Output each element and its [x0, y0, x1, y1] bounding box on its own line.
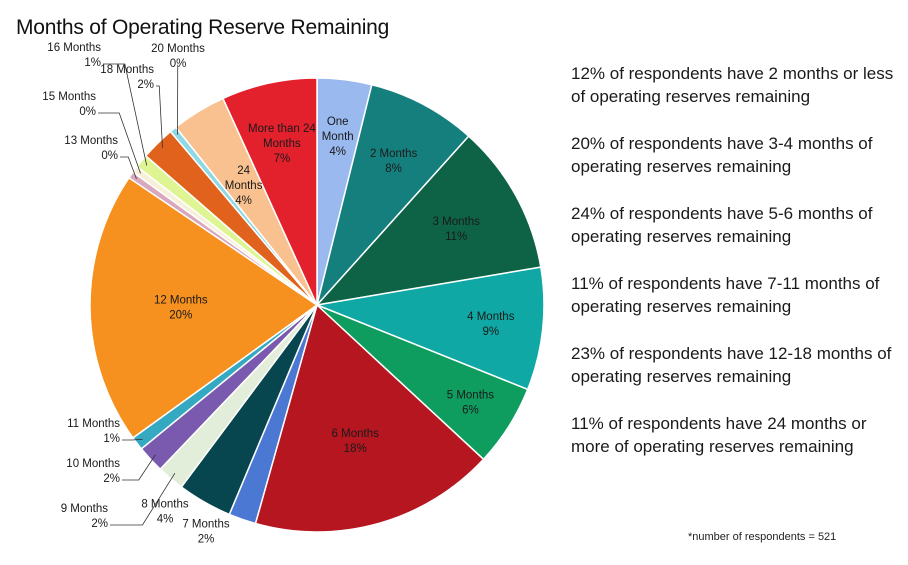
slice-name-one-month: Month: [322, 131, 354, 143]
slice-name-6-months: 6 Months: [332, 428, 380, 440]
slice-name-more-than-24-months: More than 24: [248, 123, 316, 135]
slice-value-13-months: 0%: [101, 150, 118, 162]
pie-slice-6-months: [254, 303, 485, 533]
slice-name-5-months: 5 Months: [447, 390, 495, 402]
slice-label-4-months: 4 Months 9%: [467, 311, 515, 338]
slice-name-9-months: 9 Months: [61, 503, 109, 515]
slice-name-10-months: 10 Months: [66, 458, 120, 470]
slice-value-11-months: 1%: [103, 433, 120, 445]
leader-line-9-months: [110, 472, 176, 526]
slice-value-12-months: 20%: [169, 310, 192, 322]
slice-value-9-months: 2%: [91, 518, 108, 530]
footnote: *number of respondents = 521: [688, 531, 837, 543]
slice-label-15-months: 15 Months 0%: [42, 91, 96, 118]
slice-value-5-months: 6%: [462, 405, 479, 417]
slice-label-one-month: One Month 4%: [322, 116, 354, 158]
chart-title: Months of Operating Reserve Remaining: [16, 16, 390, 39]
slice-value-24-months: 4%: [235, 195, 252, 207]
pie-slice-12-months: [89, 176, 319, 439]
leader-line-20-months: [177, 64, 179, 135]
slice-name-8-months: 8 Months: [141, 499, 189, 511]
slice-label-3-months: 3 Months 11%: [433, 216, 481, 243]
slice-label-11-months: 11 Months 1%: [67, 418, 120, 445]
slice-name-3-months: 3 Months: [433, 216, 481, 228]
slice-label-7-months: 7 Months 2%: [182, 519, 230, 546]
slice-label-18-months: 18 Months 2%: [100, 64, 154, 91]
slice-label-5-months: 5 Months 6%: [447, 390, 495, 417]
slice-label-9-months: 9 Months 2%: [61, 503, 109, 530]
slice-label-13-months: 13 Months 0%: [64, 135, 118, 162]
slice-value-2-months: 8%: [385, 163, 402, 175]
slice-value-15-months: 0%: [79, 106, 96, 118]
summary-line-2: 20% of respondents have 3-4 months of op…: [571, 134, 873, 176]
summary-line-4: 11% of respondents have 7-11 months of o…: [571, 274, 880, 316]
pie-slice-more-than-24-months: [221, 77, 318, 306]
slice-value-20-months: 0%: [170, 58, 187, 70]
slice-name-7-months: 7 Months: [182, 519, 230, 531]
summary-line-5: 23% of respondents have 12-18 months of …: [571, 344, 892, 386]
slice-name-4-months: 4 Months: [467, 311, 515, 323]
slice-value-one-month: 4%: [329, 146, 346, 158]
slice-name-18-months: 18 Months: [100, 64, 154, 76]
slice-label-8-months: 8 Months 4%: [141, 499, 189, 526]
slice-value-10-months: 2%: [103, 473, 120, 485]
leader-line-10-months: [122, 454, 156, 481]
slice-label-more-than-24-months: More than 24 Months 7%: [248, 123, 316, 165]
slice-name-2-months: 2 Months: [370, 148, 418, 160]
slice-value-7-months: 2%: [198, 534, 215, 546]
leader-line-18-months: [156, 85, 163, 149]
summary-line-1: 12% of respondents have 2 months or less…: [571, 64, 894, 106]
slice-label-12-months: 12 Months 20%: [154, 295, 208, 322]
slice-label-2-months: 2 Months 8%: [370, 148, 418, 175]
slice-value-6-months: 18%: [344, 443, 367, 455]
leader-line-13-months: [120, 156, 137, 180]
leader-line-15-months: [98, 112, 141, 174]
pie-slice-2-months: [316, 83, 470, 306]
pie-slice-4-months: [314, 266, 545, 391]
slice-label-24-months: 24 Months 4%: [225, 165, 263, 207]
summary-panel: 12% of respondents have 2 months or less…: [571, 62, 906, 482]
pie-slice-3-months: [315, 135, 542, 307]
slice-value-3-months: 11%: [445, 231, 467, 243]
slice-name-20-months: 20 Months: [151, 43, 205, 55]
leader-line-16-months: [103, 63, 148, 166]
slice-name-24-months: Months: [225, 180, 263, 192]
slice-value-4-months: 9%: [482, 326, 499, 338]
slice-name-more-than-24-months: Months: [263, 138, 301, 150]
leader-line-11-months: [122, 438, 143, 441]
slice-label-6-months: 6 Months 18%: [332, 428, 380, 455]
slice-name-16-months: 16 Months: [47, 42, 101, 54]
slice-name-15-months: 15 Months: [42, 91, 96, 103]
slice-value-16-months: 1%: [84, 57, 101, 69]
slice-name-24-months: 24: [237, 165, 250, 177]
slice-value-18-months: 2%: [137, 79, 154, 91]
summary-line-6: 11% of respondents have 24 months or mor…: [571, 414, 867, 456]
slice-labels: One Month 4% 2 Months 8% 3 Months 11% 4 Months 9…: [42, 42, 514, 546]
slice-value-more-than-24-months: 7%: [274, 153, 291, 165]
slice-value-8-months: 4%: [157, 514, 174, 526]
slice-name-12-months: 12 Months: [154, 295, 208, 307]
slice-label-20-months: 20 Months 0%: [151, 43, 205, 70]
summary-line-3: 24% of respondents have 5-6 months of op…: [571, 204, 873, 246]
slice-name-one-month: One: [327, 116, 349, 128]
slice-label-16-months: 16 Months 1%: [47, 42, 101, 69]
slice-name-13-months: 13 Months: [64, 135, 118, 147]
slice-name-11-months: 11 Months: [67, 418, 120, 430]
slice-label-10-months: 10 Months 2%: [66, 458, 120, 485]
